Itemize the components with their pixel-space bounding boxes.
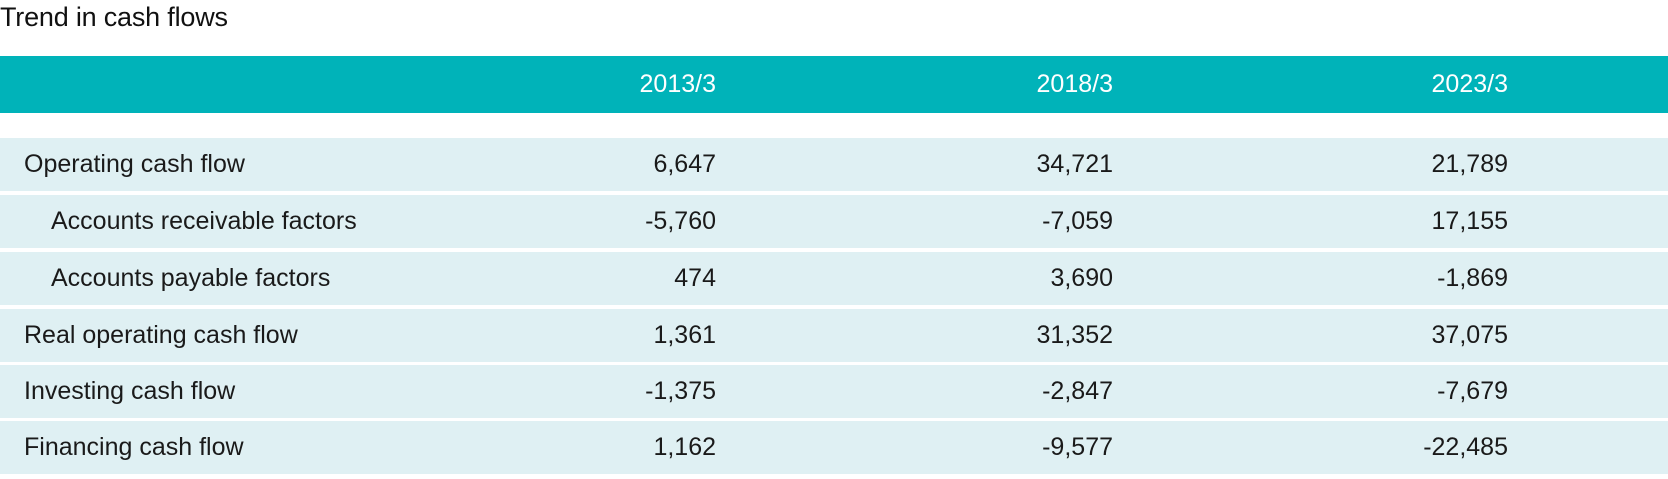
row-label: Investing cash flow <box>24 377 236 405</box>
row-label: Accounts payable factors <box>51 264 331 292</box>
column-header-2023: 2023/3 <box>1431 70 1508 98</box>
table-title: Trend in cash flows <box>0 2 228 32</box>
cell-2013: -1,375 <box>645 377 716 405</box>
cell-2023: 21,789 <box>1431 150 1508 178</box>
cell-2013: -5,760 <box>645 207 716 235</box>
cell-2018: 31,352 <box>1036 321 1113 349</box>
cell-2023: -1,869 <box>1437 264 1508 292</box>
cell-2023: -7,679 <box>1437 377 1508 405</box>
cell-2023: -22,485 <box>1423 433 1508 461</box>
table-header: 2013/3 2018/3 2023/3 <box>0 56 1668 113</box>
cell-2018: 3,690 <box>1050 264 1113 292</box>
cell-2013: 1,162 <box>653 433 716 461</box>
cell-2023: 37,075 <box>1431 321 1508 349</box>
cell-2018: -7,059 <box>1042 207 1113 235</box>
cell-2018: -9,577 <box>1042 433 1113 461</box>
cell-2023: 17,155 <box>1431 207 1508 235</box>
row-label: Accounts receivable factors <box>51 207 357 235</box>
cell-2018: 34,721 <box>1036 150 1113 178</box>
cell-2013: 474 <box>674 264 716 292</box>
table-row-investing-cash-flow: Investing cash flow -1,375 -2,847 -7,679 <box>0 365 1668 418</box>
table-row-real-operating-cash-flow: Real operating cash flow 1,361 31,352 37… <box>0 309 1668 362</box>
row-label: Real operating cash flow <box>24 321 298 349</box>
column-header-2018: 2018/3 <box>1036 70 1113 98</box>
cell-2013: 6,647 <box>653 150 716 178</box>
row-label: Financing cash flow <box>24 433 244 461</box>
cell-2013: 1,361 <box>653 321 716 349</box>
table-row-accounts-payable-factors: Accounts payable factors 474 3,690 -1,86… <box>0 252 1668 305</box>
cell-2018: -2,847 <box>1042 377 1113 405</box>
table-row-financing-cash-flow: Financing cash flow 1,162 -9,577 -22,485 <box>0 421 1668 474</box>
table-row-operating-cash-flow: Operating cash flow 6,647 34,721 21,789 <box>0 138 1668 191</box>
table-row-accounts-receivable-factors: Accounts receivable factors -5,760 -7,05… <box>0 195 1668 248</box>
column-header-2013: 2013/3 <box>639 70 716 98</box>
row-label: Operating cash flow <box>24 150 245 178</box>
